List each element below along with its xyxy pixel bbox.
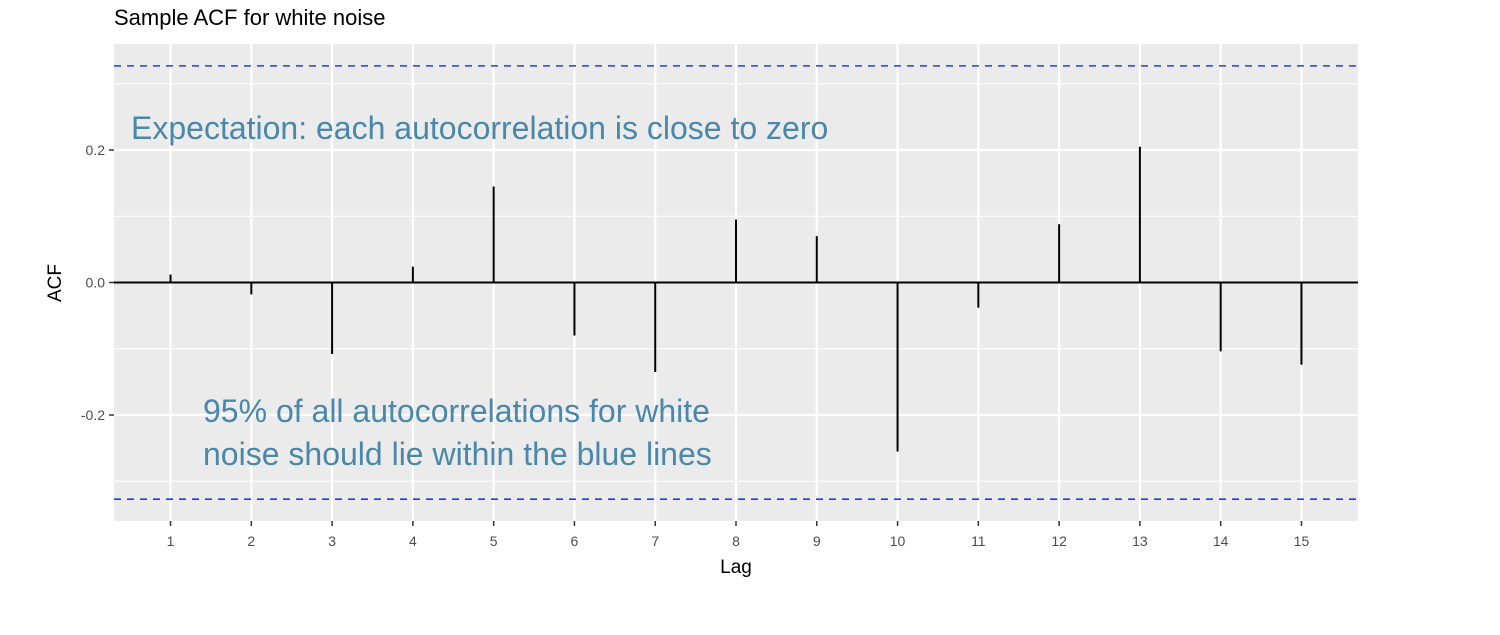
x-axis-title: Lag — [720, 557, 752, 578]
annotation-bounds-line2: noise should lie within the blue lines — [203, 436, 712, 472]
y-tick-label: 0.2 — [86, 142, 106, 158]
chart-title: Sample ACF for white noise — [114, 5, 385, 30]
x-tick-label: 14 — [1213, 533, 1229, 549]
annotation-expectation: Expectation: each autocorrelation is clo… — [131, 110, 828, 146]
x-tick-label: 15 — [1294, 533, 1310, 549]
x-tick-label: 5 — [490, 533, 498, 549]
x-tick-label: 11 — [971, 533, 986, 549]
x-tick-label: 2 — [247, 533, 255, 549]
y-axis-title: ACF — [45, 264, 66, 302]
acf-bars — [169, 146, 1303, 452]
x-tick-label: 10 — [890, 533, 906, 549]
x-tick-label: 13 — [1132, 533, 1148, 549]
x-tick-label: 9 — [813, 533, 821, 549]
x-tick-label: 4 — [409, 533, 417, 549]
x-tick-label: 12 — [1051, 533, 1067, 549]
x-axis-ticks: 1 2 3 4 5 6 7 8 9 10 11 12 13 14 15 — [167, 521, 1310, 549]
x-tick-label: 8 — [732, 533, 740, 549]
y-tick-label: -0.2 — [81, 407, 105, 423]
x-tick-label: 7 — [651, 533, 659, 549]
y-axis-ticks: -0.2 0.0 0.2 — [81, 142, 114, 423]
annotation-bounds-line1: 95% of all autocorrelations for white — [203, 393, 710, 429]
x-tick-label: 1 — [167, 533, 175, 549]
x-tick-label: 3 — [328, 533, 336, 549]
x-tick-label: 6 — [571, 533, 579, 549]
y-tick-label: 0.0 — [86, 275, 106, 291]
